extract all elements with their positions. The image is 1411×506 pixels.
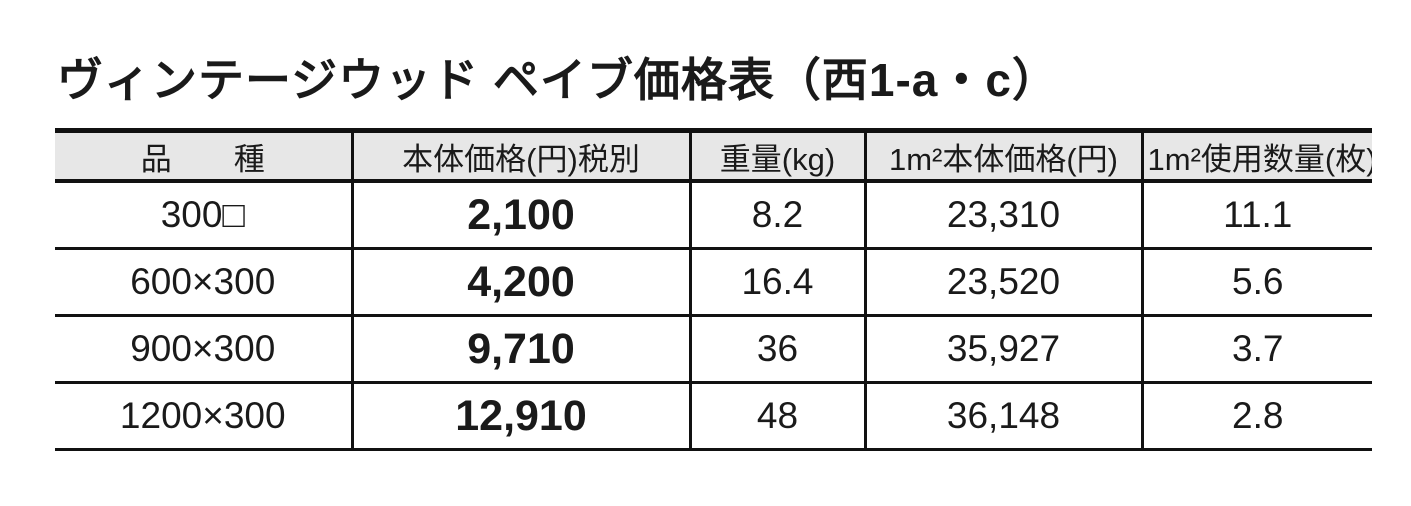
cell-unit-price: 2,100 [350,181,690,249]
header-qty-per-sqm: 1m²使用数量(枚) [1140,130,1372,181]
cell-price-per-sqm: 35,927 [863,315,1142,383]
cell-variety: 1200×300 [119,395,286,436]
cell-price-per-sqm: 36,148 [863,382,1142,450]
cell-qty-per-sqm: 2.8 [1140,382,1372,450]
cell-weight: 16.4 [688,248,865,316]
header-row: 品 種 本体価格(円)税別 重量(kg) 1m²本体価格(円) 1m²使用数量(… [55,130,1372,181]
table-row: 900×300 9,710 36 35,927 3.7 [55,315,1372,383]
cell-unit-price: 12,910 [350,382,690,450]
cell-weight: 48 [688,382,865,450]
price-table: 品 種 本体価格(円)税別 重量(kg) 1m²本体価格(円) 1m²使用数量(… [55,128,1372,451]
header-price-per-sqm: 1m²本体価格(円) [863,130,1142,181]
cell-qty-per-sqm: 3.7 [1140,315,1372,383]
header-unit-price: 本体価格(円)税別 [350,130,690,181]
table-row: 1200×300 12,910 48 36,148 2.8 [55,382,1372,450]
cell-weight: 36 [688,315,865,383]
cell-price-per-sqm: 23,310 [863,181,1142,249]
cell-variety: 300□ [160,194,245,235]
cell-variety: 900×300 [130,328,276,369]
header-variety: 品 種 [140,141,265,177]
table-row: 300□ 2,100 8.2 23,310 11.1 [55,181,1372,249]
cell-price-per-sqm: 23,520 [863,248,1142,316]
price-table-body: 300□ 2,100 8.2 23,310 11.1 600×300 4,200… [55,181,1372,450]
cell-qty-per-sqm: 11.1 [1140,181,1372,249]
cell-qty-per-sqm: 5.6 [1140,248,1372,316]
cell-unit-price: 4,200 [350,248,690,316]
cell-unit-price: 9,710 [350,315,690,383]
page-title: ヴィンテージウッド ペイブ価格表（西1-a・c） [57,54,1059,106]
table-row: 600×300 4,200 16.4 23,520 5.6 [55,248,1372,316]
price-table-header: 品 種 本体価格(円)税別 重量(kg) 1m²本体価格(円) 1m²使用数量(… [55,130,1372,181]
cell-weight: 8.2 [688,181,865,249]
header-weight: 重量(kg) [688,130,865,181]
cell-variety: 600×300 [130,261,276,302]
